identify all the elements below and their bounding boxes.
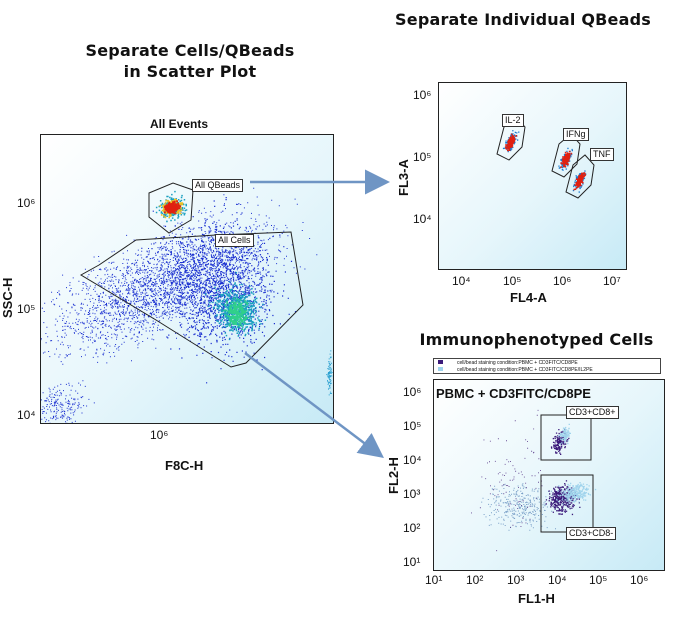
- gate-all-qbeads-polygon: [148, 182, 194, 234]
- x-tick: 10⁶: [150, 428, 169, 442]
- gate-polygon: [496, 116, 526, 161]
- x-tick: 10²: [466, 573, 484, 587]
- x-axis-label: F8C-H: [165, 458, 204, 473]
- scatter-plot-all-events: [40, 134, 334, 424]
- event-dots: [41, 382, 95, 423]
- bottom-right-heading: Immunophenotyped Cells: [419, 330, 654, 349]
- gate-cd3-cd8-pos: CD3+CD8+: [566, 406, 619, 419]
- gate-all-qbeads: All QBeads: [192, 179, 244, 192]
- x-tick: 10⁷: [603, 274, 621, 288]
- gate-il2: IL-2: [502, 114, 524, 127]
- gate-all-cells: All Cells: [215, 234, 254, 247]
- event-dots: [163, 200, 182, 215]
- y-tick: 10³: [403, 487, 421, 501]
- gate-tnf: TNF: [590, 148, 614, 161]
- y-tick: 10⁴: [413, 212, 432, 226]
- x-axis-label: FL4-A: [510, 290, 547, 305]
- x-tick: 10¹: [425, 573, 443, 587]
- y-tick: 10⁶: [17, 196, 36, 210]
- y-axis-label: FL3-A: [396, 159, 411, 196]
- x-tick: 10⁴: [548, 573, 567, 587]
- plot-title: PBMC + CD3FITC/CD8PE: [436, 386, 591, 401]
- gate-polygon: [551, 133, 581, 178]
- scatter-plot-qbeads: [438, 82, 627, 270]
- event-dots: [556, 482, 597, 506]
- x-tick: 10⁵: [503, 274, 522, 288]
- event-dots: [504, 133, 518, 152]
- legend: cell/bead staining condition:PBMC + CD3F…: [433, 358, 661, 374]
- legend-swatch: [438, 367, 443, 371]
- y-tick: 10⁶: [403, 385, 422, 399]
- x-tick: 10⁵: [589, 573, 608, 587]
- x-tick: 10⁴: [452, 274, 471, 288]
- gate-all-cells-polygon: [80, 231, 304, 368]
- x-axis-label: FL1-H: [518, 591, 555, 606]
- y-tick: 10⁶: [413, 88, 432, 102]
- gate-polygon: [565, 154, 595, 199]
- event-dots: [573, 172, 587, 191]
- y-tick: 10²: [403, 521, 421, 535]
- left-heading: Separate Cells/QBeads in Scatter Plot: [85, 41, 295, 81]
- x-tick: 10⁶: [553, 274, 572, 288]
- gate-ifng: IFNg: [563, 128, 589, 141]
- legend-item: cell/bead staining condition:PBMC + CD3F…: [438, 367, 660, 374]
- event-dots: [326, 350, 333, 396]
- y-tick: 10⁴: [17, 408, 36, 422]
- y-tick: 10⁵: [403, 419, 422, 433]
- x-tick: 10⁶: [630, 573, 649, 587]
- y-tick: 10¹: [403, 555, 421, 569]
- y-tick: 10⁵: [413, 150, 432, 164]
- legend-label: cell/bead staining condition:PBMC + CD3F…: [457, 360, 578, 366]
- top-right-heading: Separate Individual QBeads: [395, 10, 651, 29]
- y-tick: 10⁵: [17, 302, 36, 316]
- gate-cd3-cd8-neg: CD3+CD8-: [566, 527, 617, 540]
- legend-swatch: [438, 360, 443, 364]
- event-dots: [557, 423, 571, 445]
- legend-label: cell/bead staining condition:PBMC + CD3F…: [457, 367, 593, 373]
- event-dots: [481, 483, 558, 531]
- y-axis-label: FL2-H: [386, 457, 401, 494]
- event-dots: [141, 197, 297, 384]
- y-tick: 10⁴: [403, 453, 422, 467]
- legend-item: cell/bead staining condition:PBMC + CD3F…: [438, 360, 660, 367]
- event-dots: [223, 297, 251, 330]
- left-plot-title: All Events: [150, 117, 209, 131]
- event-dots: [560, 150, 573, 168]
- x-tick: 10³: [507, 573, 525, 587]
- event-dots: [471, 409, 543, 552]
- y-axis-label: SSC-H: [0, 277, 15, 318]
- scatter-plot-immunophenotype: [433, 379, 665, 571]
